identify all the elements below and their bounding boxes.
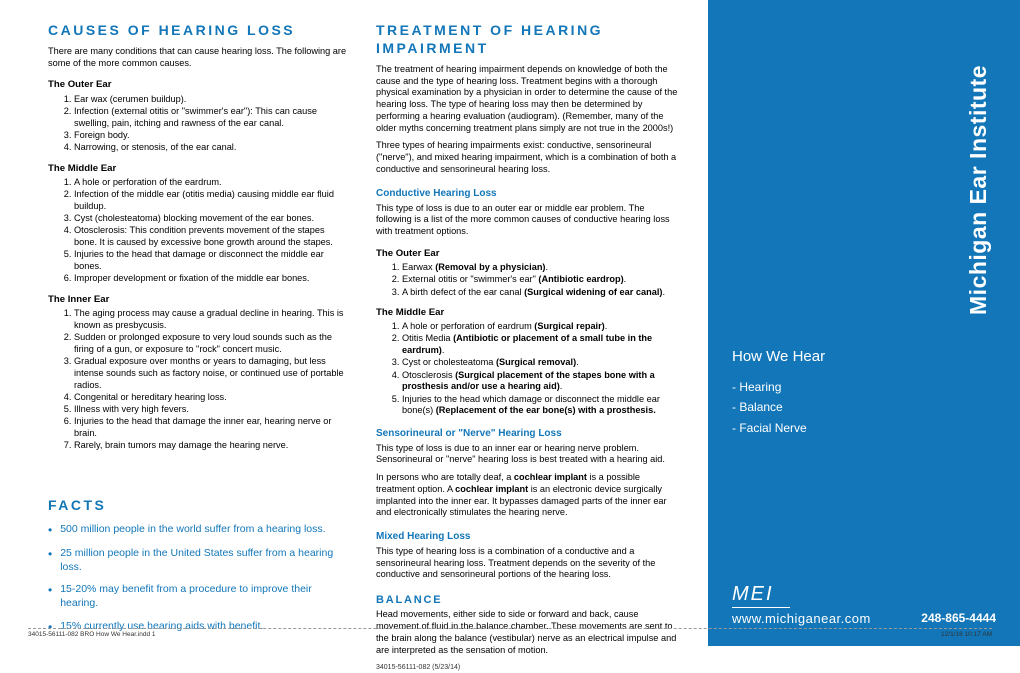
sidebar-item: Hearing [732, 377, 996, 397]
senso-p2: In persons who are totally deaf, a cochl… [376, 472, 678, 519]
list-item: Earwax (Removal by a physician). [402, 262, 678, 274]
list-item: Cyst (cholesteatoma) blocking movement o… [74, 213, 350, 225]
outer-ear-head-r: The Outer Ear [376, 248, 678, 260]
causes-intro: There are many conditions that can cause… [48, 46, 350, 70]
page: CAUSES OF HEARING LOSS There are many co… [0, 0, 1020, 646]
conductive-head: Conductive Hearing Loss [376, 188, 678, 201]
fact-item: 15-20% may benefit from a procedure to i… [48, 583, 350, 610]
outer-ear-list: Ear wax (cerumen buildup). Infection (ex… [48, 94, 350, 155]
list-item: Infection of the middle ear (otitis medi… [74, 189, 350, 213]
middle-ear-head-r: The Middle Ear [376, 307, 678, 319]
fact-item: 25 million people in the United States s… [48, 547, 350, 574]
middle-ear-head: The Middle Ear [48, 163, 350, 175]
list-item: Injuries to the head that damage the inn… [74, 416, 350, 440]
list-item: Narrowing, or stenosis, of the ear canal… [74, 142, 350, 154]
list-item: The aging process may cause a gradual de… [74, 308, 350, 332]
list-item: Injuries to the head which damage or dis… [402, 394, 678, 418]
content-area: CAUSES OF HEARING LOSS There are many co… [0, 0, 708, 646]
sidebar-item: Balance [732, 397, 996, 417]
right-column: TREATMENT OF HEARING IMPAIRMENT The trea… [376, 22, 678, 636]
print-footer: 34015-56111-082 BRO How We Hear.indd 1 1… [28, 628, 992, 642]
sidebar-panel: Michigan Ear Institute How We Hear Heari… [708, 0, 1020, 646]
website-url: www.michiganear.com [732, 611, 871, 626]
causes-title: CAUSES OF HEARING LOSS [48, 22, 350, 40]
senso-head: Sensorineural or "Nerve" Hearing Loss [376, 428, 678, 441]
sidebar-list: Hearing Balance Facial Nerve [732, 377, 996, 438]
list-item: A birth defect of the ear canal (Surgica… [402, 287, 678, 299]
balance-head: BALANCE [376, 593, 678, 607]
outer-ear-head: The Outer Ear [48, 79, 350, 91]
conductive-intro: This type of loss is due to an outer ear… [376, 203, 678, 238]
list-item: Otosclerosis (Surgical placement of the … [402, 370, 678, 394]
fact-item: 500 million people in the world suffer f… [48, 523, 350, 539]
list-item: Sudden or prolonged exposure to very lou… [74, 332, 350, 356]
logo-block: MEI www.michiganear.com [732, 583, 871, 626]
list-item: External otitis or "swimmer's ear" (Anti… [402, 274, 678, 286]
sidebar-bottom: MEI www.michiganear.com 248-865-4444 [732, 583, 996, 626]
how-we-hear-title: How We Hear [732, 348, 996, 365]
treatment-intro-1: The treatment of hearing impairment depe… [376, 64, 678, 135]
inner-ear-head: The Inner Ear [48, 294, 350, 306]
list-item: A hole or perforation of the eardrum. [74, 177, 350, 189]
list-item: Rarely, brain tumors may damage the hear… [74, 440, 350, 452]
list-item: Otitis Media (Antibiotic or placement of… [402, 333, 678, 357]
list-item: Congenital or hereditary hearing loss. [74, 392, 350, 404]
list-item: Otosclerosis: This condition prevents mo… [74, 225, 350, 249]
list-item: Improper development or fixation of the … [74, 273, 350, 285]
mixed-head: Mixed Hearing Loss [376, 531, 678, 544]
list-item: Ear wax (cerumen buildup). [74, 94, 350, 106]
list-item: A hole or perforation of eardrum (Surgic… [402, 321, 678, 333]
list-item: Infection (external otitis or "swimmer's… [74, 106, 350, 130]
list-item: Foreign body. [74, 130, 350, 142]
middle-ear-list-r: A hole or perforation of eardrum (Surgic… [376, 321, 678, 418]
phone-number: 248-865-4444 [921, 611, 996, 625]
facts-title: FACTS [48, 497, 350, 515]
facts-list: 500 million people in the world suffer f… [48, 523, 350, 645]
inner-ear-list: The aging process may cause a gradual de… [48, 308, 350, 453]
list-item: Injuries to the head that damage or disc… [74, 249, 350, 273]
list-item: Gradual exposure over months or years to… [74, 356, 350, 391]
list-item: Cyst or cholesteatoma (Surgical removal)… [402, 357, 678, 369]
outer-ear-list-r: Earwax (Removal by a physician). Externa… [376, 262, 678, 299]
footer-left: 34015-56111-082 BRO How We Hear.indd 1 [28, 631, 156, 642]
middle-ear-list: A hole or perforation of the eardrum. In… [48, 177, 350, 286]
treatment-intro-2: Three types of hearing impairments exist… [376, 140, 678, 175]
mixed-p: This type of hearing loss is a combinati… [376, 546, 678, 581]
doc-number: 34015-56111-082 (5/23/14) [376, 664, 678, 673]
treatment-title: TREATMENT OF HEARING IMPAIRMENT [376, 22, 678, 58]
vertical-title: Michigan Ear Institute [965, 65, 992, 315]
left-column: CAUSES OF HEARING LOSS There are many co… [48, 22, 350, 636]
sidebar-item: Facial Nerve [732, 418, 996, 438]
logo-text: MEI [732, 583, 790, 608]
footer-right: 12/1/16 10:17 AM [941, 631, 992, 642]
senso-p1: This type of loss is due to an inner ear… [376, 443, 678, 467]
list-item: Illness with very high fevers. [74, 404, 350, 416]
